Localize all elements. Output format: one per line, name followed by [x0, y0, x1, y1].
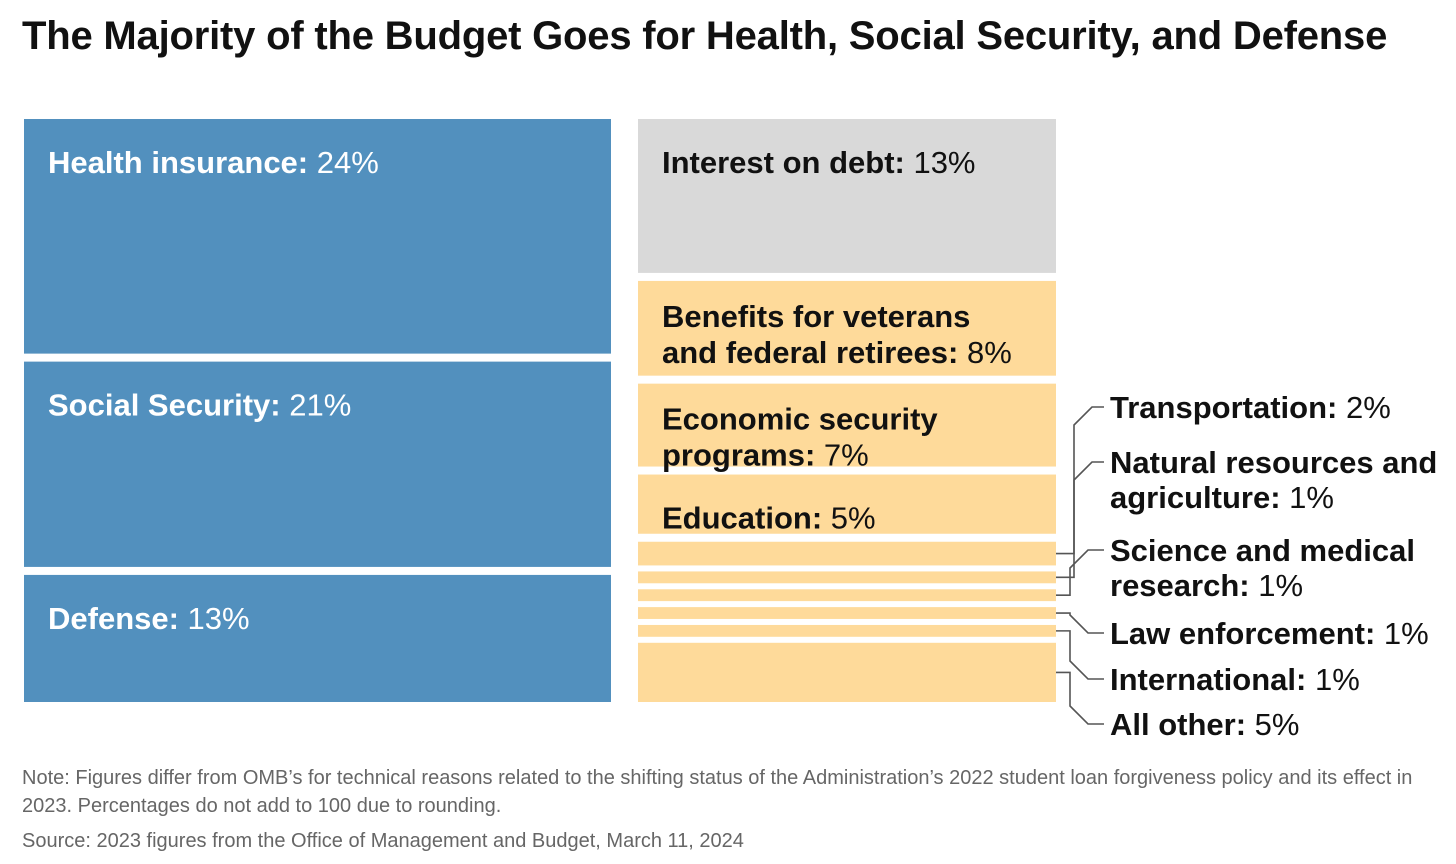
callout-natural-resources-and-agriculture-value: 1% — [1289, 480, 1334, 515]
callout-all-other-label: All other: — [1110, 707, 1255, 742]
tile-social-security-rect — [24, 361, 611, 567]
tile-economic-security-programs-rect — [638, 383, 1056, 467]
tile-social-security-label: Social Security: — [48, 388, 289, 423]
callout-transportation-value: 2% — [1346, 390, 1391, 425]
tile-economic-security-programs-value: 7% — [824, 438, 869, 473]
callout-law-enforcement-value: 1% — [1384, 616, 1429, 651]
callout-all-other-value: 5% — [1255, 707, 1300, 742]
callout-science-and-medical-research-label: research: — [1110, 568, 1258, 603]
callout-law-enforcement-leader-line — [1056, 612, 1104, 634]
callout-law-enforcement-text: Law enforcement: 1% — [1110, 616, 1429, 651]
chart-source: Source: 2023 figures from the Office of … — [22, 830, 744, 852]
tile-social-security-value: 21% — [289, 388, 351, 423]
chart-title: The Majority of the Budget Goes for Heal… — [22, 14, 1388, 58]
strip-science-and-medical-research-rect — [638, 589, 1056, 602]
callout-natural-resources-and-agriculture-label: agriculture: — [1110, 480, 1289, 515]
tile-economic-security-programs-label: Economic security — [662, 402, 938, 437]
tile-interest-on-debt-value: 13% — [913, 145, 975, 180]
callout-international-label: International: — [1110, 662, 1315, 697]
tile-health-insurance-value: 24% — [317, 145, 379, 180]
tile-benefits-for-veterans-and-federal-retirees-value: 8% — [967, 335, 1012, 370]
callout-science-and-medical-research-label: Science and medical — [1110, 533, 1415, 568]
tile-benefits-for-veterans-and-federal-retirees-label: Benefits for veterans — [662, 299, 970, 334]
callout-transportation-text: Transportation: 2% — [1110, 390, 1391, 425]
tile-education-rect — [638, 474, 1056, 534]
tile-defense-label: Defense: — [48, 601, 188, 636]
strip-international-rect — [638, 624, 1056, 637]
strip-all-other-rect — [638, 642, 1056, 702]
tile-education-text: Education: 5% — [662, 501, 876, 536]
callout-law-enforcement-label: Law enforcement: — [1110, 616, 1384, 651]
tile-interest-on-debt-text: Interest on debt: 13% — [662, 145, 976, 180]
callout-science-and-medical-research-text: Science and medical research: 1% — [1110, 533, 1415, 603]
tile-economic-security-programs-label: programs: — [662, 438, 824, 473]
tile-education-label: Education: — [662, 501, 831, 536]
tile-education-value: 5% — [831, 501, 876, 536]
callout-international-value: 1% — [1315, 662, 1360, 697]
tile-social-security-text: Social Security: 21% — [48, 388, 351, 423]
tile-defense-value: 13% — [188, 601, 250, 636]
tile-health-insurance-label: Health insurance: — [48, 145, 317, 180]
callout-international-text: International: 1% — [1110, 662, 1360, 697]
callout-natural-resources-and-agriculture-text: Natural resources and agriculture: 1% — [1110, 445, 1437, 515]
callout-transportation-leader-line — [1056, 406, 1104, 555]
tile-interest-on-debt-rect — [638, 119, 1056, 273]
tile-defense-text: Defense: 13% — [48, 601, 250, 636]
callout-natural-resources-and-agriculture-leader-line — [1056, 461, 1104, 579]
callout-science-and-medical-research-leader-line — [1056, 549, 1104, 596]
tile-health-insurance-text: Health insurance: 24% — [48, 145, 379, 180]
strip-natural-resources-and-agriculture-rect — [638, 571, 1056, 584]
treemap-chart: Health insurance: 24% Social Security: 21… — [24, 119, 1437, 742]
callout-all-other-text: All other: 5% — [1110, 707, 1299, 742]
callout-all-other-leader-line — [1056, 671, 1104, 725]
callout-international-leader-line — [1056, 630, 1104, 680]
chart-note: Note: Figures differ from OMB’s for tech… — [22, 767, 1413, 817]
callout-transportation-label: Transportation: — [1110, 390, 1346, 425]
tile-health-insurance-rect — [24, 119, 611, 354]
strip-law-enforcement-rect — [638, 607, 1056, 619]
tile-benefits-for-veterans-and-federal-retirees-text: Benefits for veterans and federal retiree… — [662, 299, 1012, 370]
tile-benefits-for-veterans-and-federal-retirees-label: and federal retirees: — [662, 335, 967, 370]
strip-transportation-rect — [638, 541, 1056, 566]
tile-economic-security-programs-text: Economic security programs: 7% — [662, 402, 938, 473]
callout-science-and-medical-research-value: 1% — [1258, 568, 1303, 603]
tile-defense-rect — [24, 574, 611, 702]
tile-interest-on-debt-label: Interest on debt: — [662, 145, 913, 180]
callout-natural-resources-and-agriculture-label: Natural resources and — [1110, 445, 1437, 480]
tile-benefits-for-veterans-and-federal-retirees-rect — [638, 280, 1056, 376]
